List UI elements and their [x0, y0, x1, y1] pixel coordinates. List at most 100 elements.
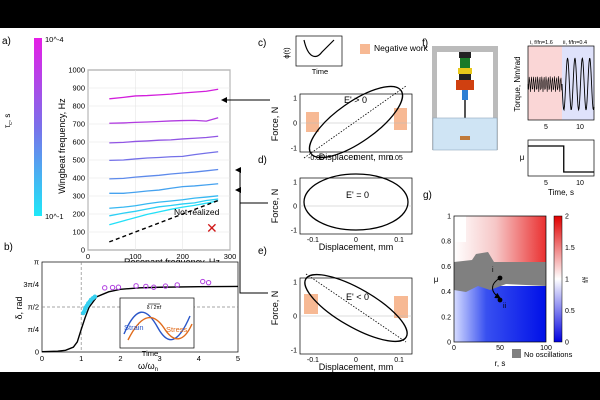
wingbeat-series-2: [109, 135, 219, 144]
wingbeat-series-8: [109, 200, 219, 226]
measured-point-purple: [200, 278, 206, 285]
heatmap-xtick: 0: [452, 345, 456, 352]
colorbar-tick: 0.5: [565, 308, 575, 315]
loop-xtick: 0: [354, 155, 358, 162]
panel-a-ylabel: Wingbeat frequency, Hz: [57, 98, 67, 194]
panel-c-xlabel: Displacement, mm: [319, 152, 394, 162]
heatmap-xlabel: r, s: [495, 359, 506, 368]
measured-point-purple: [143, 283, 149, 290]
panel-b-ytick: π: [34, 258, 39, 267]
loop-xtick: -0.1: [307, 237, 319, 244]
negative-work-swatch: [360, 44, 370, 54]
panel-b-xlabel: ω/ωn: [138, 361, 158, 372]
panel-g: i ii 0 50 100 0 0.2 0.4 0.6 0.8 1 r, s μ 0 0.5 1 1.…: [434, 214, 590, 369]
torque-trace-region-i: [527, 76, 562, 93]
loop-xtick: 0: [354, 237, 358, 244]
panel-a-xtick: 100: [129, 252, 142, 261]
loop-ytick: -1: [291, 228, 297, 235]
panel-b-xtick: 2: [118, 354, 122, 363]
panel-a-ytick: 0: [81, 246, 85, 255]
heatmap-ytick: 1: [447, 214, 451, 221]
panel-a: 10^-4 10^-1 τc, s 0 100 200 300 0 100 200 300 40…: [3, 35, 236, 267]
colorbar-tick: 1: [565, 277, 569, 284]
panel-letter-d: d): [258, 155, 267, 166]
wingbeat-series-7: [109, 198, 219, 217]
wingbeat-series-6: [109, 195, 219, 209]
measured-point-purple: [133, 283, 139, 289]
panel-a-ytick: 500: [72, 156, 85, 165]
measured-point-purple: [205, 279, 212, 286]
no-oscillation-region: [454, 252, 546, 292]
panel-a-ytick: 600: [72, 138, 85, 147]
loop-c: [308, 85, 404, 159]
loop-xtick: 0.1: [394, 357, 404, 364]
torque-xtick-5: 5: [544, 124, 548, 131]
figure: a) b) c) d) e) f) g) 10^-4 10^-1 τc, s 0…: [0, 28, 600, 374]
heatmap-axes: [453, 215, 547, 343]
panel-letter-f: f): [422, 38, 428, 49]
panel-letter-a: a): [2, 36, 11, 47]
panel-a-ytick: 1000: [68, 66, 85, 75]
panel-a-ytick: 800: [72, 102, 85, 111]
panel-a-ytick: 700: [72, 120, 85, 129]
colorbar-tick: 2: [565, 214, 569, 221]
annotation-d: E' = 0: [346, 190, 369, 200]
torque-axes: [527, 45, 595, 121]
phi-inset-xlabel: Time: [312, 67, 328, 76]
colorbar-tick: 1.5: [565, 245, 575, 252]
loop-e: [304, 274, 408, 342]
panel-c: Time ϕ(t) Negative work -0.05 0 0.05 -1 0 1 E…: [270, 35, 429, 162]
loop-xtick: 0: [354, 357, 358, 364]
region-i-label: i, f/fn=1.6: [530, 40, 553, 46]
negative-work-left-e: [304, 294, 318, 314]
no-oscillations-swatch: [512, 349, 521, 358]
panel-letter-g: g): [423, 190, 432, 201]
strain-stress-inset: δ / 2πf Strain Stress Time: [119, 297, 195, 358]
heatmap-ytick: 0.4: [441, 289, 451, 296]
marker-i-label: i: [492, 267, 494, 274]
mu-step-line: [528, 145, 594, 173]
panel-d: -0.1 0 0.1 -1 0 1 E' = 0 Displacement, mm For…: [270, 173, 413, 252]
stress-wave: [127, 316, 193, 341]
phi-inset-ylabel: ϕ(t): [282, 47, 291, 59]
phase-lag-curve: [41, 285, 239, 353]
wingbeat-series-1: [109, 117, 219, 124]
torque-trace-region-ii: [561, 57, 595, 112]
heatmap-xtick: 100: [540, 345, 552, 352]
frequency-colorbar-label: f/f: [583, 277, 590, 283]
panel-b-ylabel: δ, rad: [14, 296, 24, 319]
wingbeat-series-0: [109, 88, 219, 100]
measured-point-purple: [109, 284, 116, 291]
panel-a-ytick: 300: [72, 192, 85, 201]
panel-letter-c: c): [258, 38, 266, 49]
panel-e-ylabel: Force, N: [270, 291, 280, 326]
panel-b: 0 1 2 3 4 5 0 π/4 π/2 3π/4 π ω/ωn δ, rad δ / 2πf S…: [14, 258, 240, 374]
strain-label: Strain: [124, 323, 144, 332]
phi-inset: [295, 35, 343, 67]
measured-point-purple: [174, 282, 180, 288]
mu-xtick-5: 5: [544, 180, 548, 187]
panel-a-ytick: 200: [72, 210, 85, 219]
loop-ytick: 0: [293, 314, 297, 321]
panel-d-ylabel: Force, N: [270, 189, 280, 224]
heatmap-ytick: 0.2: [441, 314, 451, 321]
mu-axes: [527, 139, 595, 177]
loop-ytick: -1: [291, 348, 297, 355]
marker-i: [497, 275, 503, 281]
mu-xlabel: Time, s: [548, 188, 574, 197]
region-ii-label: ii, f/fn=0.4: [563, 40, 587, 46]
heatmap-ylabel: μ: [434, 275, 439, 284]
loop-d: [303, 173, 409, 231]
panel-letter-b: b): [4, 242, 13, 253]
heatmap-white-corner: [454, 216, 466, 242]
torque-xtick-10: 10: [576, 124, 584, 131]
loop-ytick: -1: [291, 146, 297, 153]
panel-b-ytick: π/2: [28, 303, 39, 312]
panel-f: i, f/fn=1.6 ii, f/fn=0.4 5 10 Torque, Nm…: [432, 40, 595, 197]
transition-arrow: [492, 277, 501, 299]
loop-ytick: 1: [293, 96, 297, 103]
loop-ytick: 1: [293, 180, 297, 187]
not-realized-cross-icon: ✕: [206, 220, 218, 236]
loop-ytick: 0: [293, 121, 297, 128]
tau-colorbar: [34, 38, 42, 216]
